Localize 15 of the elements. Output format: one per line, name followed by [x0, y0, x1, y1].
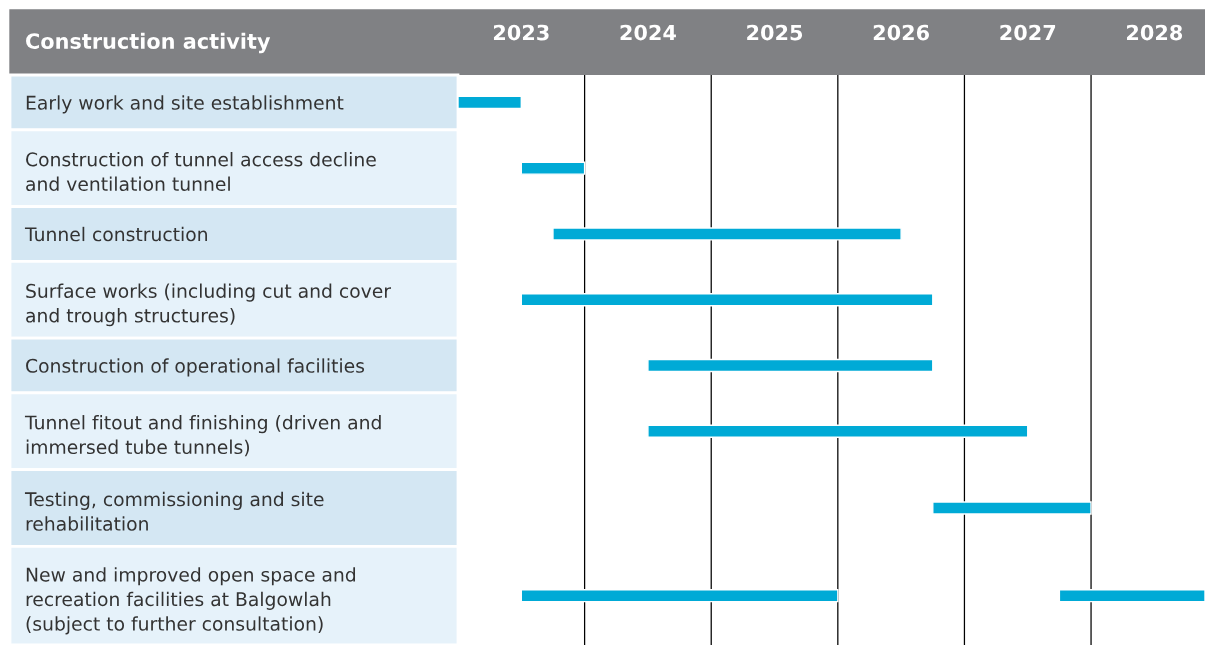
y-tick-label: Early work and site establishment: [26, 95, 344, 114]
y-tick-label: Testing, commissioning and site rehabilitation: [24, 491, 324, 531]
x-tick-label: 2026: [873, 24, 930, 41]
x-tick-label: 2025: [747, 24, 803, 41]
y-tick-label: Surface works (including cut and cover and trough structures): [26, 283, 392, 327]
y-tick-label: Tunnel fitout and finishing (driven and immersed tube tunnels): [24, 415, 381, 457]
x-tick-label: 2028: [1127, 24, 1183, 41]
x-tick-label: 2024: [620, 24, 676, 41]
y-tick-label: Construction of tunnel access decline and ventilation tunnel: [26, 151, 376, 192]
x-tick-label: 2023: [493, 24, 549, 41]
y-tick-label: Tunnel construction: [24, 226, 207, 242]
y-tick-label: New and improved open space and recreation facilities at Balgowlah (subject to further consultation): [26, 567, 356, 635]
y-tick-label: Construction of operational facilities: [26, 358, 365, 377]
x-tick-label: 2027: [1000, 24, 1056, 41]
y-axis-title: Construction activity: [26, 32, 271, 54]
